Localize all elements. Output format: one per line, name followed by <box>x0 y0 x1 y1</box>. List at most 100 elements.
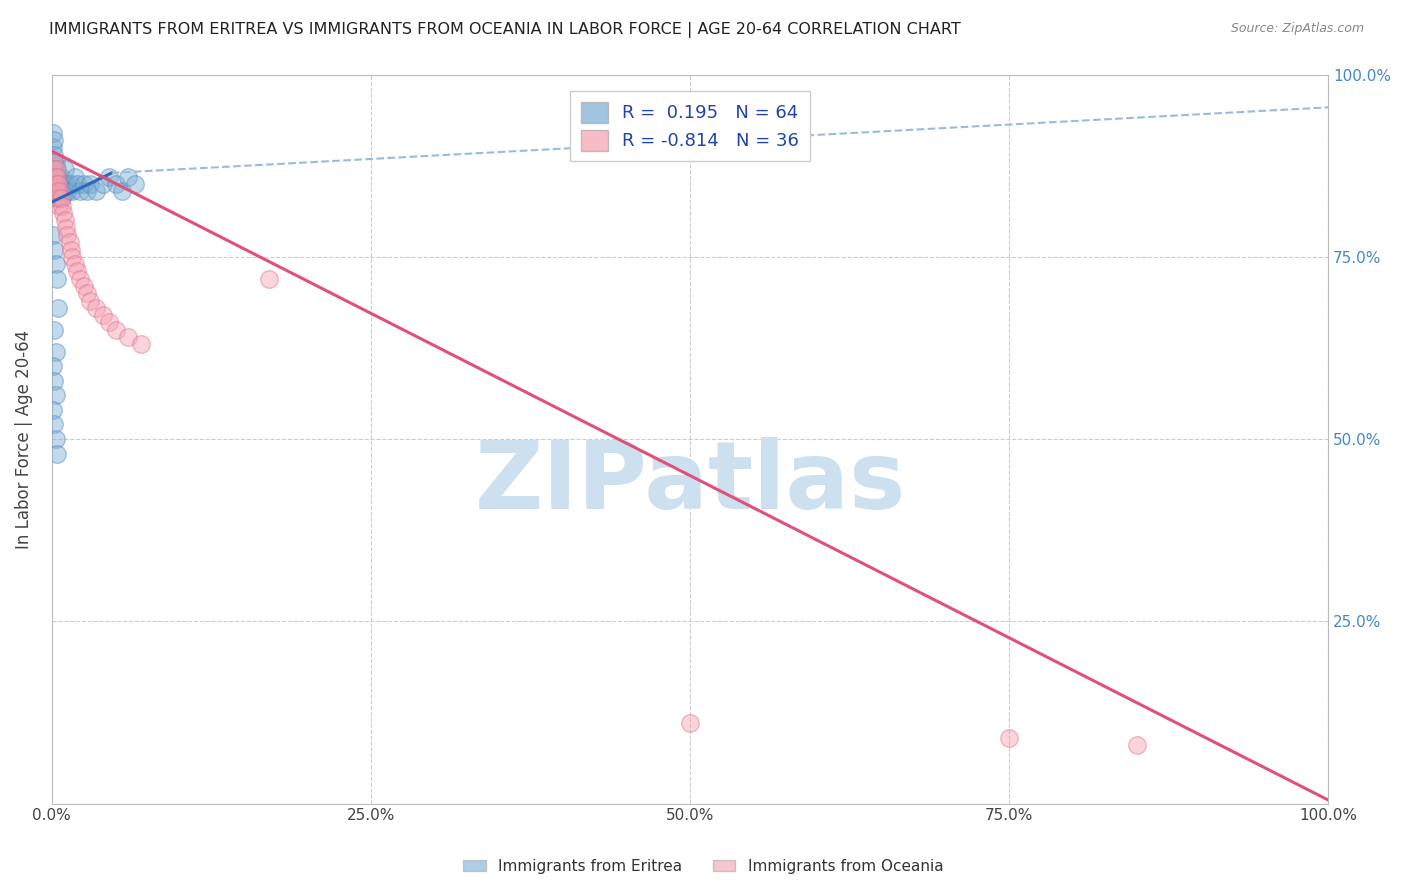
Point <box>45 169 67 184</box>
Point <box>91 177 114 191</box>
Point <box>44 243 66 257</box>
Point <box>1125 739 1147 753</box>
Point <box>56 177 79 191</box>
Point <box>117 169 139 184</box>
Point <box>45 162 67 177</box>
Point <box>42 140 65 154</box>
Point <box>53 213 76 227</box>
Point <box>46 301 69 315</box>
Point <box>98 315 121 329</box>
Point <box>45 177 67 191</box>
Point <box>46 184 69 198</box>
Point <box>59 177 82 191</box>
Point <box>69 184 91 198</box>
Point <box>98 169 121 184</box>
Point <box>45 344 67 359</box>
Point <box>51 199 73 213</box>
Point <box>52 184 75 198</box>
Point <box>44 417 66 432</box>
Point <box>66 264 89 278</box>
Point <box>44 169 66 184</box>
Point <box>55 220 77 235</box>
Point <box>86 184 108 198</box>
Point <box>49 169 72 184</box>
Point <box>44 374 66 388</box>
Point <box>45 184 67 198</box>
Point <box>46 177 69 191</box>
Point <box>42 169 65 184</box>
Point <box>91 308 114 322</box>
Point <box>45 177 67 191</box>
Text: ZIPatlas: ZIPatlas <box>474 437 905 529</box>
Point <box>69 271 91 285</box>
Point <box>51 177 73 191</box>
Point <box>73 177 96 191</box>
Point <box>42 403 65 417</box>
Point <box>45 162 67 177</box>
Point <box>49 184 72 198</box>
Point <box>42 162 65 177</box>
Point <box>45 271 67 285</box>
Point <box>45 177 67 191</box>
Point <box>44 147 66 161</box>
Point <box>63 257 86 271</box>
Legend: Immigrants from Eritrea, Immigrants from Oceania: Immigrants from Eritrea, Immigrants from… <box>457 853 949 880</box>
Point <box>117 330 139 344</box>
Point <box>42 162 65 177</box>
Point <box>48 177 70 191</box>
Point <box>49 191 72 205</box>
Point <box>124 177 146 191</box>
Point <box>76 286 98 301</box>
Text: IMMIGRANTS FROM ERITREA VS IMMIGRANTS FROM OCEANIA IN LABOR FORCE | AGE 20-64 CO: IMMIGRANTS FROM ERITREA VS IMMIGRANTS FR… <box>49 22 960 38</box>
Point <box>48 191 70 205</box>
Point <box>44 177 66 191</box>
Point <box>129 337 152 351</box>
Point <box>42 359 65 373</box>
Y-axis label: In Labor Force | Age 20-64: In Labor Force | Age 20-64 <box>15 329 32 549</box>
Point <box>48 199 70 213</box>
Point <box>44 169 66 184</box>
Point <box>51 191 73 205</box>
Point <box>46 191 69 205</box>
Point <box>45 191 67 205</box>
Point <box>73 279 96 293</box>
Point <box>44 155 66 169</box>
Point <box>52 206 75 220</box>
Point <box>45 155 67 169</box>
Point <box>44 323 66 337</box>
Point <box>44 155 66 169</box>
Point <box>79 293 101 308</box>
Point <box>42 126 65 140</box>
Point <box>48 184 70 198</box>
Point <box>104 323 127 337</box>
Point <box>53 162 76 177</box>
Point <box>104 177 127 191</box>
Point <box>60 184 83 198</box>
Text: Source: ZipAtlas.com: Source: ZipAtlas.com <box>1230 22 1364 36</box>
Point <box>45 388 67 402</box>
Point <box>46 191 69 205</box>
Point <box>42 155 65 169</box>
Point <box>45 257 67 271</box>
Point <box>45 169 67 184</box>
Point <box>42 227 65 242</box>
Point <box>59 235 82 250</box>
Point <box>60 250 83 264</box>
Point <box>257 271 280 285</box>
Point <box>679 716 702 731</box>
Point <box>44 184 66 198</box>
Point <box>46 169 69 184</box>
Point <box>45 184 67 198</box>
Point <box>45 184 67 198</box>
Point <box>59 243 82 257</box>
Point <box>111 184 134 198</box>
Point <box>56 227 79 242</box>
Point <box>55 184 77 198</box>
Point <box>58 184 80 198</box>
Point <box>998 731 1021 745</box>
Point <box>76 184 98 198</box>
Legend: R =  0.195   N = 64, R = -0.814   N = 36: R = 0.195 N = 64, R = -0.814 N = 36 <box>569 91 810 161</box>
Point <box>44 162 66 177</box>
Point <box>63 169 86 184</box>
Point <box>66 177 89 191</box>
